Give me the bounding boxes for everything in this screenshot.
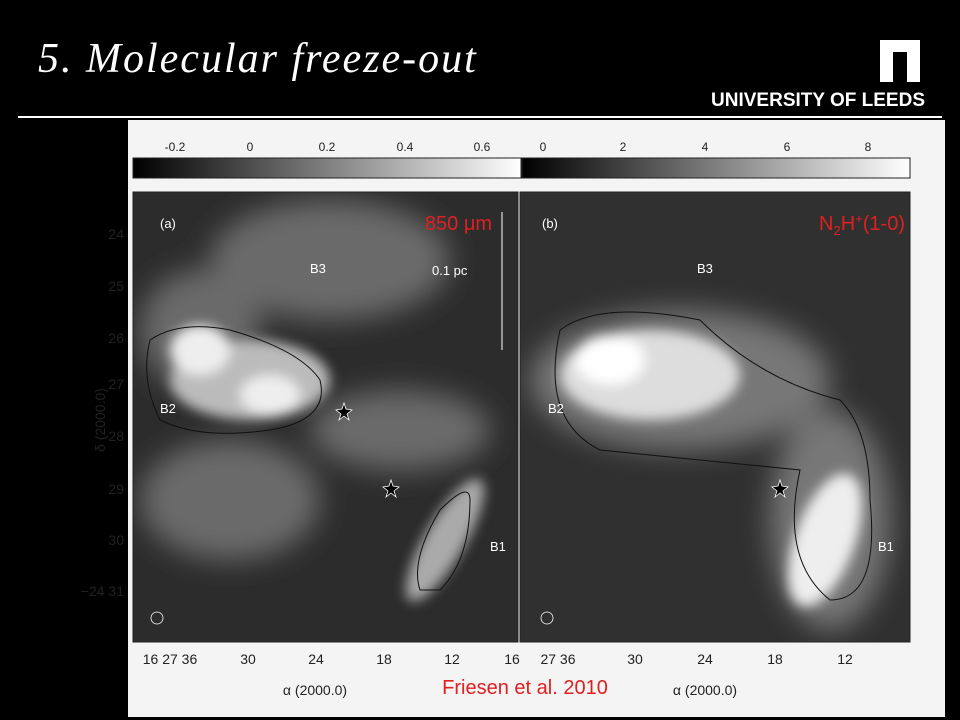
tracer-sup: + (855, 211, 863, 226)
x-tick-label: 18 (376, 651, 392, 667)
x-tick-label: 16 27 36 (143, 651, 198, 667)
y-tick-label: 24 (108, 226, 124, 242)
frame (132, 191, 519, 643)
map-b (520, 192, 910, 642)
tracer-base: N (819, 213, 833, 235)
y-tick-label: 30 (108, 532, 124, 548)
colorbar-tick: 0.4 (397, 140, 414, 154)
tracer-sub: 2 (833, 223, 840, 238)
frame (519, 191, 911, 643)
scale-label: 0.1 pc (432, 263, 468, 278)
y-tick-label: 25 (108, 278, 124, 294)
logo-text: UNIVERSITY OF LEEDS (711, 90, 925, 111)
source-label: B2 (548, 401, 564, 416)
colorbar-tick: -0.2 (165, 140, 186, 154)
y-tick-label: 27 (108, 376, 124, 392)
x-tick-label: 27 36 (540, 651, 575, 667)
colorbar-tick: 0.6 (474, 140, 491, 154)
y-axis-label: δ (2000.0) (92, 388, 108, 452)
colorbar-tick: 0.2 (319, 140, 336, 154)
colorbar (521, 157, 911, 179)
x-tick-label: 24 (697, 651, 713, 667)
source-label: B1 (490, 539, 506, 554)
colorbar-tick: 0 (540, 140, 547, 154)
source-label: B2 (160, 401, 176, 416)
logo-icon-detail (893, 52, 907, 82)
colorbar-tick: 4 (702, 140, 709, 154)
x-tick-label: 30 (240, 651, 256, 667)
map-a (133, 192, 518, 642)
divider (18, 116, 942, 118)
colorbar-tick: 2 (620, 140, 627, 154)
x-tick-label: 12 (837, 651, 853, 667)
colorbar-tick: 0 (247, 140, 254, 154)
panel-label: (a) (160, 216, 176, 231)
x-tick-label: 12 (444, 651, 460, 667)
source-label: B3 (697, 261, 713, 276)
x-axis-label: α (2000.0) (673, 682, 737, 698)
x-tick-label: 16 (504, 651, 520, 667)
colorbar (132, 157, 522, 179)
y-tick-label: 26 (108, 330, 124, 346)
y-tick-label: 28 (108, 428, 124, 444)
panel-label: (b) (542, 216, 558, 231)
slide-title: 5. Molecular freeze-out (38, 36, 478, 82)
tracer-tail: (1-0) (863, 213, 905, 235)
x-tick-label: 30 (627, 651, 643, 667)
tracer-a: 850 μm (425, 213, 492, 235)
stars (150, 401, 789, 625)
y-tick-label: 29 (108, 481, 124, 497)
colorbar-tick: 8 (865, 140, 872, 154)
tracer-mid: H (841, 213, 855, 235)
colorbar-tick: 6 (784, 140, 791, 154)
source-label: B1 (878, 539, 894, 554)
x-tick-label: 24 (308, 651, 324, 667)
x-tick-label: 18 (767, 651, 783, 667)
source-label: B3 (310, 261, 326, 276)
tracer-b: N2H+(1-0) (819, 211, 905, 238)
credit: Friesen et al. 2010 (442, 677, 608, 699)
x-axis-label: α (2000.0) (283, 682, 347, 698)
y-tick-label: −24 31 (81, 583, 124, 599)
